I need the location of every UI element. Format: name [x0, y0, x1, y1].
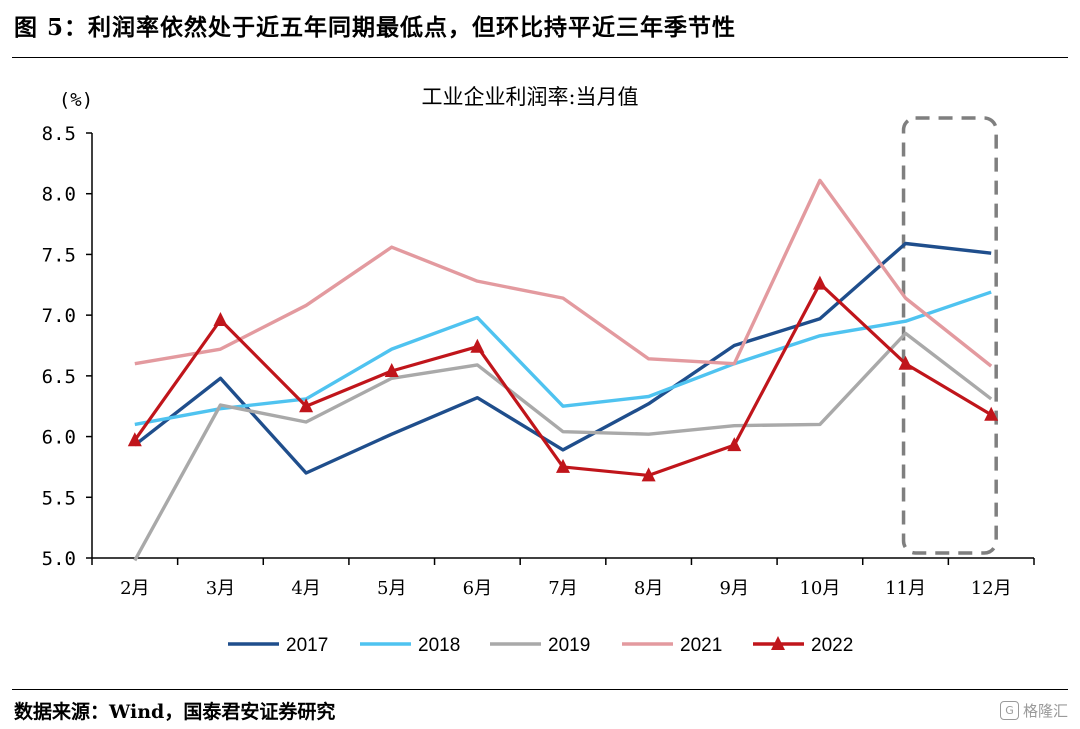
axes: 5.0 5.5 6.0 6.5 7.0 7.5 8.0 8.5 2月 3月 4月 5月 6月 7月 8月 9月… [42, 123, 1035, 599]
series-line-2017 [133, 241, 992, 475]
data-point-2022 [727, 437, 742, 452]
x-tick-label: 10月 [799, 578, 840, 599]
legend-label-2022: 2022 [811, 635, 853, 656]
top-rule [12, 57, 1068, 58]
legend-label-2021: 2021 [680, 635, 722, 656]
y-tick-label: 7.5 [42, 244, 76, 266]
y-axis-unit: (%) [59, 89, 93, 111]
y-tick-label: 5.5 [42, 487, 76, 509]
data-point-2022 [299, 398, 314, 413]
x-tick-label: 12月 [971, 578, 1012, 599]
legend: 2017 2018 2019 2021 2022 [228, 635, 853, 656]
data-point-2022 [384, 363, 399, 377]
data-point-2022 [470, 338, 485, 353]
bottom-rule [12, 689, 1068, 690]
legend-label-2019: 2019 [548, 635, 590, 656]
series-line-2021 [134, 178, 993, 368]
data-point-2022 [213, 312, 228, 326]
data-point-2022 [898, 355, 913, 370]
data-point-2022 [984, 406, 999, 421]
data-point-2022 [127, 432, 142, 447]
x-tick-label: 8月 [634, 578, 663, 599]
data-point-2022 [556, 458, 570, 473]
x-tick-label: 5月 [377, 578, 406, 599]
x-tick-label: 11月 [885, 578, 926, 599]
series-line-2018 [134, 290, 992, 427]
series-lines [127, 178, 999, 562]
x-tick-label: 3月 [206, 578, 235, 599]
data-point-2022 [641, 467, 656, 482]
legend-marker-2022 [771, 636, 785, 650]
watermark: G 格隆汇 [999, 700, 1068, 721]
y-tick-label: 5.0 [42, 548, 76, 570]
x-tick-label: 7月 [548, 578, 577, 599]
x-tick-label: 9月 [720, 578, 749, 599]
y-tick-label: 8.5 [42, 123, 76, 145]
line-chart: 工业企业利润率:当月值 (%) 5.0 5.5 6.0 6.5 7.0 7.5 8.0 8.5… [42, 85, 1035, 656]
series-line-2019 [133, 331, 993, 562]
legend-label-2017: 2017 [286, 635, 328, 656]
figure-title: 图 5：利润率依然处于近五年同期最低点，但环比持平近三年季节性 [14, 14, 737, 41]
data-point-2022 [812, 275, 827, 290]
watermark-text: 格隆汇 [1022, 702, 1068, 720]
x-tick-label: 4月 [291, 578, 320, 599]
y-tick-label: 7.0 [42, 305, 76, 327]
y-tick-label: 8.0 [42, 184, 76, 206]
x-tick-label: 2月 [120, 578, 149, 599]
source-note: 数据来源：Wind，国泰君安证券研究 [14, 701, 336, 723]
x-tick-label: 6月 [463, 578, 492, 599]
chart-title: 工业企业利润率:当月值 [421, 85, 638, 109]
y-tick-label: 6.5 [42, 366, 76, 388]
legend-label-2018: 2018 [418, 635, 460, 656]
y-tick-label: 6.0 [42, 427, 76, 449]
watermark-logo-icon: G [999, 701, 1019, 720]
